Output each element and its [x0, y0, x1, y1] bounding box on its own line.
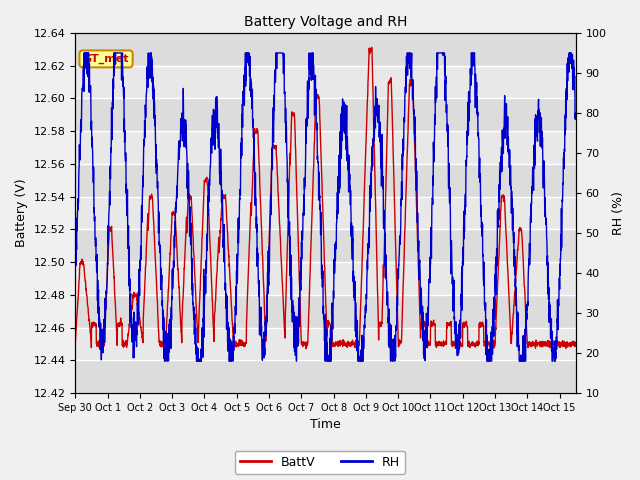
Text: GT_met: GT_met: [83, 54, 129, 64]
Y-axis label: RH (%): RH (%): [612, 191, 625, 235]
X-axis label: Time: Time: [310, 419, 341, 432]
Title: Battery Voltage and RH: Battery Voltage and RH: [244, 15, 407, 29]
Bar: [76, 164, 576, 197]
Bar: [76, 229, 576, 262]
Legend: BattV, RH: BattV, RH: [235, 451, 405, 474]
Y-axis label: Battery (V): Battery (V): [15, 179, 28, 247]
Bar: [76, 360, 576, 393]
Bar: [76, 98, 576, 131]
Bar: [76, 295, 576, 328]
Bar: [76, 33, 576, 66]
